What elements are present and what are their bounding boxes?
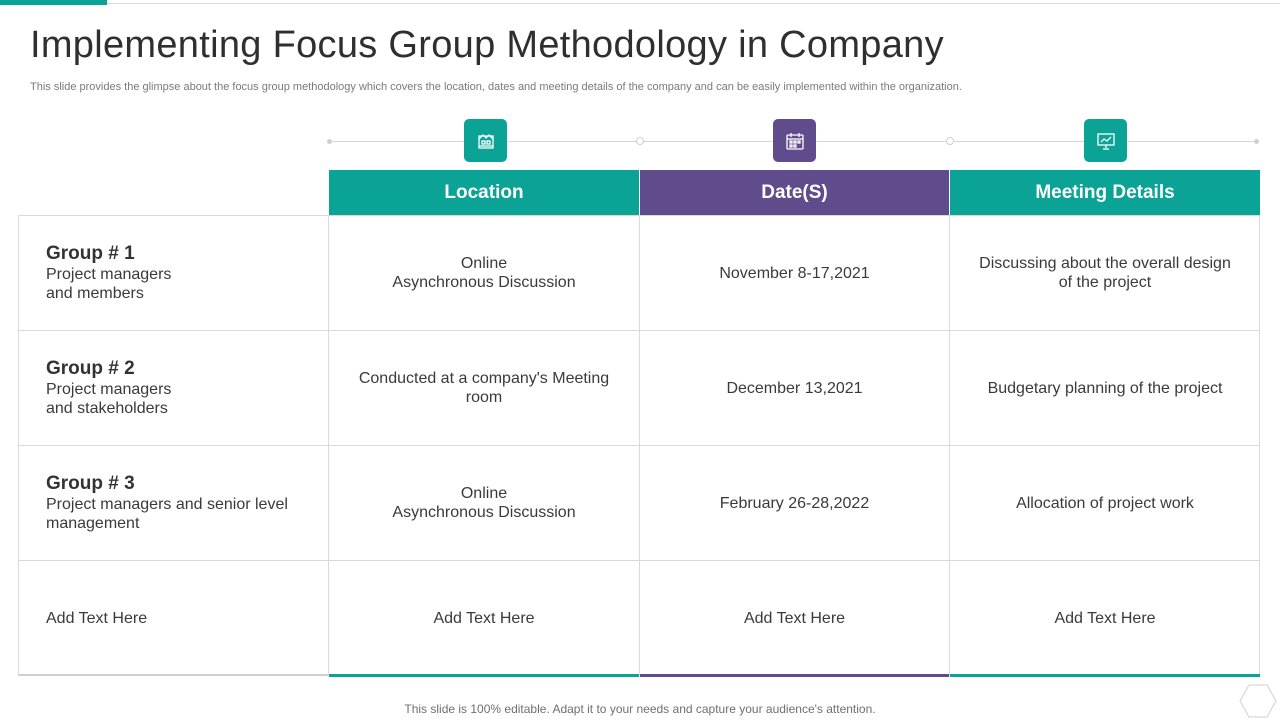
timeline-dot [946, 137, 954, 145]
location-icon [464, 119, 507, 162]
table-row-label: Group # 3 Project managers and senior le… [46, 446, 288, 560]
meeting-details-cell: Add Text Here [1054, 609, 1156, 627]
calendar-icon [773, 119, 816, 162]
date-cell: February 26-28,2022 [719, 494, 870, 512]
bottom-accent-teal [950, 674, 1260, 677]
page-subtitle: This slide provides the glimpse about th… [30, 81, 962, 93]
top-divider [107, 3, 1280, 4]
bottom-accent-purple [640, 674, 949, 677]
location-cell: Add Text Here [433, 609, 535, 627]
table-row-label: Group # 1 Project managers and members [46, 216, 171, 330]
location-cell: Online Asynchronous Discussion [392, 255, 576, 291]
timeline-dot [1254, 139, 1259, 144]
header-meeting-details: Meeting Details [950, 170, 1260, 215]
timeline-dot [327, 139, 332, 144]
date-cell: Add Text Here [743, 609, 846, 627]
table-row-label: Group # 2 Project managers and stakehold… [46, 331, 171, 445]
group-title: Group # 1 [46, 243, 135, 264]
table-row-label: Add Text Here [46, 561, 147, 675]
group-description: Project managers and stakeholders [46, 381, 172, 417]
group-title: Group # 2 [46, 358, 135, 379]
header-dates: Date(S) [640, 170, 949, 215]
footer-note: This slide is 100% editable. Adapt it to… [404, 702, 876, 716]
row-divider [18, 560, 1260, 561]
group-title: Group # 3 [46, 473, 135, 494]
top-accent-bar [0, 0, 107, 5]
location-cell: Conducted at a company's Meeting room [358, 370, 610, 406]
presentation-icon [1084, 119, 1127, 162]
bottom-accent-teal [329, 674, 639, 677]
meeting-details-cell: Discussing about the overall design of t… [979, 255, 1231, 291]
timeline-dot [636, 137, 644, 145]
row-divider [18, 445, 1260, 446]
meeting-details-cell: Allocation of project work [1016, 494, 1194, 512]
group-description: Project managers and members [46, 266, 172, 302]
date-cell: November 8-17,2021 [719, 264, 870, 282]
hexagon-icon [1239, 684, 1277, 718]
date-cell: December 13,2021 [726, 379, 863, 397]
group-description: Project managers and senior level manage… [46, 496, 288, 532]
location-cell: Online Asynchronous Discussion [392, 485, 576, 521]
group-description: Add Text Here [46, 609, 148, 627]
page-title: Implementing Focus Group Methodology in … [30, 24, 944, 66]
row-divider [18, 330, 1260, 331]
header-location: Location [329, 170, 639, 215]
meeting-details-cell: Budgetary planning of the project [987, 379, 1223, 397]
